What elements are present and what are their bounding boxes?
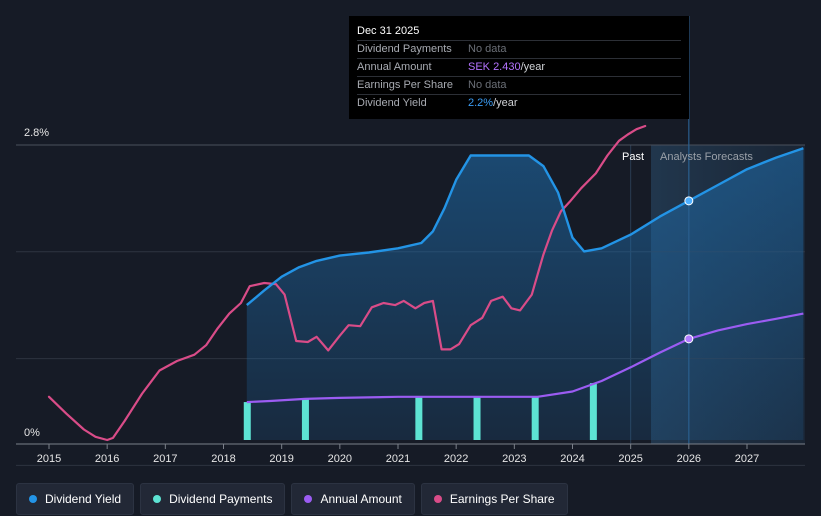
past-region-label: Past xyxy=(622,151,644,163)
annual-amount-line xyxy=(246,312,804,404)
tooltip-row-dividend-yield: Dividend Yield 2.2%/year xyxy=(357,94,681,112)
tooltip-row-annual-amount: Annual Amount SEK 2.430/year xyxy=(357,58,681,76)
x-tick-label: 2019 xyxy=(269,453,293,465)
tooltip-value: SEK 2.430/year xyxy=(468,59,545,76)
legend-item-earnings-per-share[interactable]: Earnings Per Share xyxy=(420,483,568,515)
tooltip-label: Dividend Yield xyxy=(357,97,427,109)
legend-item-dividend-payments[interactable]: Dividend Payments xyxy=(140,483,286,515)
legend-label: Dividend Payments xyxy=(169,492,273,506)
dividend-yield-fill xyxy=(246,148,804,440)
dividend-payment-bar xyxy=(243,402,251,440)
legend-dot-icon xyxy=(304,495,313,503)
dividend-payment-bar xyxy=(589,383,597,440)
legend-item-annual-amount[interactable]: Annual Amount xyxy=(291,483,415,515)
tooltip-label: Dividend Payments xyxy=(357,43,452,55)
legend-dot-icon xyxy=(29,495,37,503)
x-tick-label: 2026 xyxy=(677,453,701,465)
dividend-yield-line xyxy=(246,147,804,307)
x-tick-label: 2015 xyxy=(37,453,61,465)
tooltip-row-dividend-payments: Dividend Payments No data xyxy=(357,40,681,58)
legend-dot-icon xyxy=(153,495,162,503)
dividend-payment-bar xyxy=(415,396,423,440)
tooltip-label: Earnings Per Share xyxy=(357,79,453,91)
legend-item-dividend-yield[interactable]: Dividend Yield xyxy=(16,483,135,515)
tooltip-row-eps: Earnings Per Share No data xyxy=(357,76,681,94)
x-tick-label: 2020 xyxy=(328,453,352,465)
annual-amount-marker xyxy=(684,334,694,344)
x-tick-label: 2018 xyxy=(211,453,235,465)
tooltip-label: Annual Amount xyxy=(357,61,432,73)
dividend-payment-bar xyxy=(301,398,309,440)
legend-label: Earnings Per Share xyxy=(449,492,555,506)
forecast-region-label: Analysts Forecasts xyxy=(660,151,753,163)
dividend-yield-marker xyxy=(684,196,694,206)
x-tick-label: 2024 xyxy=(560,453,584,465)
legend: Dividend Yield Dividend Payments Annual … xyxy=(16,483,568,515)
tooltip-value-number: SEK 2.430 xyxy=(468,61,521,73)
x-axis: 2015 2016 2017 2018 2019 2020 2021 2022 2023 2024… xyxy=(16,443,805,465)
legend-label: Annual Amount xyxy=(320,492,402,506)
tooltip-date: Dec 31 2025 xyxy=(357,25,420,37)
y-tick-label-top: 2.8% xyxy=(24,127,49,139)
dividend-yield-area xyxy=(246,148,804,440)
x-tick-label: 2016 xyxy=(95,453,119,465)
dividend-payment-bars xyxy=(243,383,597,440)
legend-dot-icon xyxy=(433,495,442,503)
x-tick-label: 2022 xyxy=(444,453,468,465)
x-tick-label: 2021 xyxy=(386,453,410,465)
legend-label: Dividend Yield xyxy=(45,492,122,506)
tooltip-value-unit: /year xyxy=(520,61,546,73)
series-lines xyxy=(47,124,804,442)
tooltip-value: No data xyxy=(468,79,507,91)
tooltip-value-number: 2.2% xyxy=(468,97,494,109)
dividend-payment-bar xyxy=(473,396,481,440)
y-tick-label-bottom: 0% xyxy=(24,427,40,439)
x-tick-label: 2025 xyxy=(618,453,642,465)
tooltip-value-unit: /year xyxy=(493,97,518,109)
eps-line xyxy=(47,124,647,442)
tooltip-value: No data xyxy=(468,43,507,55)
tooltip: Dec 31 2025 Dividend Payments No data An… xyxy=(349,16,689,119)
tooltip-value: 2.2%/year xyxy=(468,95,518,112)
x-tick-label: 2023 xyxy=(502,453,526,465)
x-tick-label: 2027 xyxy=(735,453,759,465)
x-tick-label: 2017 xyxy=(153,453,177,465)
dividend-payment-bar xyxy=(531,396,539,440)
